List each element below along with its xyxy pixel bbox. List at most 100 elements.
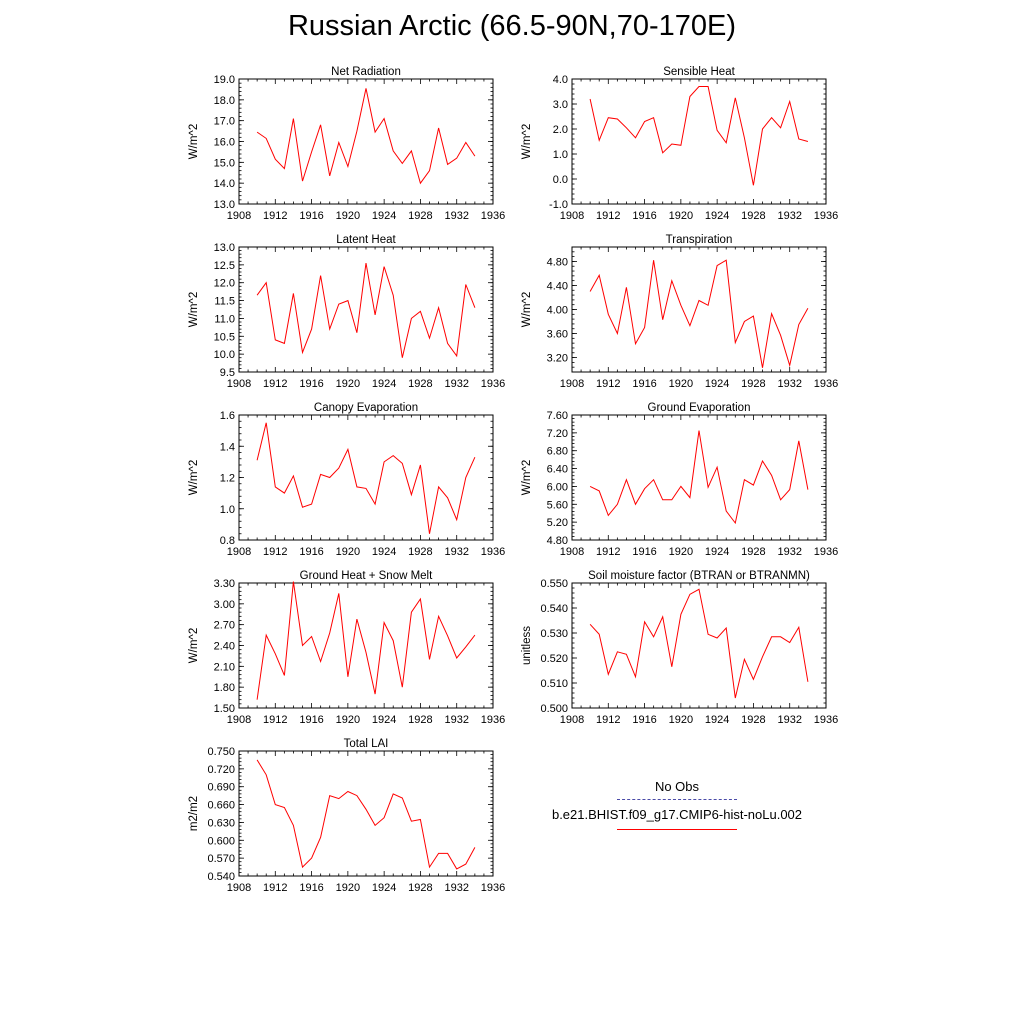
y-tick-label: 2.40 <box>214 641 235 653</box>
x-tick-label: 1908 <box>560 546 584 558</box>
y-tick-label: 1.50 <box>214 703 235 715</box>
series-line <box>256 759 476 870</box>
y-tick-label: 6.00 <box>547 481 568 493</box>
x-tick-label: 1936 <box>481 210 505 222</box>
plot-frame <box>238 750 494 877</box>
x-tick-label: 1936 <box>481 882 505 894</box>
x-tick-label: 1908 <box>227 546 251 558</box>
y-tick-label: 19.0 <box>214 74 235 86</box>
x-tick-label: 1928 <box>408 378 432 390</box>
x-tick-label: 1916 <box>299 546 323 558</box>
x-tick-label: 1928 <box>741 378 765 390</box>
y-tick-label: 16.0 <box>214 137 235 149</box>
x-tick-label: 1916 <box>632 714 656 726</box>
y-tick-label: 2.0 <box>553 124 568 136</box>
x-tick-label: 1936 <box>481 714 505 726</box>
y-tick-label: 13.0 <box>214 199 235 211</box>
y-tick-label: 0.720 <box>207 764 235 776</box>
x-tick-label: 1920 <box>336 546 360 558</box>
y-tick-label: 13.0 <box>214 242 235 254</box>
x-tick-label: 1920 <box>336 882 360 894</box>
x-tick-label: 1936 <box>814 378 838 390</box>
y-tick-label: 12.0 <box>214 278 235 290</box>
x-tick-label: 1920 <box>336 714 360 726</box>
x-tick-label: 1908 <box>227 378 251 390</box>
y-tick-label: 9.5 <box>220 367 235 379</box>
y-tick-label: 7.20 <box>547 428 568 440</box>
x-tick-label: 1928 <box>408 546 432 558</box>
y-tick-label: 1.0 <box>553 149 568 161</box>
y-axis-label: W/m^2 <box>188 460 200 495</box>
y-tick-label: 11.0 <box>214 313 235 325</box>
panel-title: Sensible Heat <box>663 66 735 78</box>
x-tick-label: 1936 <box>481 546 505 558</box>
y-tick-label: 0.510 <box>540 678 568 690</box>
panel-6: Ground Evaporation W/m^2 1908 1912 1916 1920 1… <box>521 402 838 558</box>
x-tick-label: 1912 <box>263 882 287 894</box>
panel-8: Soil moisture factor (BTRAN or BTRANMN) u… <box>521 570 838 726</box>
y-tick-label: 15.0 <box>214 157 235 169</box>
panel-title: Latent Heat <box>336 234 396 246</box>
x-tick-label: 1928 <box>408 882 432 894</box>
figure-title: Russian Arctic (66.5-90N,70-170E) <box>287 10 737 42</box>
panel-title: Net Radiation <box>331 66 401 78</box>
x-tick-label: 1920 <box>669 714 693 726</box>
y-axis-label: W/m^2 <box>521 460 533 495</box>
x-tick-label: 1932 <box>777 714 801 726</box>
x-tick-label: 1912 <box>596 210 620 222</box>
y-tick-label: 3.60 <box>547 329 568 341</box>
x-tick-label: 1924 <box>372 210 396 222</box>
series-line <box>589 430 809 525</box>
x-tick-label: 1932 <box>777 378 801 390</box>
legend-case-label: b.e21.BHIST.f09_g17.CMIP6-hist-noLu.002 <box>551 807 803 822</box>
plot-frame <box>238 414 494 541</box>
x-tick-label: 1928 <box>408 714 432 726</box>
plot-frame <box>571 582 827 709</box>
x-tick-label: 1924 <box>705 714 729 726</box>
panel-title: Total LAI <box>344 738 389 750</box>
x-tick-label: 1936 <box>481 378 505 390</box>
y-tick-label: 0.0 <box>553 174 568 186</box>
x-tick-label: 1920 <box>336 210 360 222</box>
y-tick-label: 5.60 <box>547 499 568 511</box>
x-tick-label: 1912 <box>263 378 287 390</box>
x-tick-label: 1936 <box>814 210 838 222</box>
y-tick-label: 12.5 <box>214 260 235 272</box>
series-line <box>256 88 476 185</box>
x-tick-label: 1912 <box>263 210 287 222</box>
panel-4: Transpiration W/m^2 1908 1912 1916 1920 1924 19… <box>521 234 838 390</box>
y-tick-label: 0.600 <box>207 835 235 847</box>
legend-case-line <box>617 829 737 830</box>
panel-title: Ground Evaporation <box>648 402 751 414</box>
y-axis-label: W/m^2 <box>521 292 533 327</box>
y-tick-label: 0.690 <box>207 782 235 794</box>
y-tick-label: 4.0 <box>553 74 568 86</box>
x-tick-label: 1920 <box>669 546 693 558</box>
x-tick-label: 1928 <box>741 714 765 726</box>
y-axis-label: W/m^2 <box>188 124 200 159</box>
y-tick-label: 0.570 <box>207 853 235 865</box>
y-tick-label: 4.00 <box>547 305 568 317</box>
y-tick-label: 5.20 <box>547 517 568 529</box>
series-line <box>256 581 476 700</box>
y-tick-label: 1.80 <box>214 682 235 694</box>
y-tick-label: 3.00 <box>214 599 235 611</box>
y-tick-label: 6.80 <box>547 446 568 458</box>
y-tick-label: 0.8 <box>220 535 235 547</box>
x-tick-label: 1916 <box>299 882 323 894</box>
plot-frame <box>571 246 827 373</box>
x-tick-label: 1924 <box>705 378 729 390</box>
x-tick-label: 1924 <box>372 882 396 894</box>
x-tick-label: 1916 <box>632 546 656 558</box>
y-tick-label: 1.2 <box>220 473 235 485</box>
x-tick-label: 1936 <box>814 714 838 726</box>
y-tick-label: 11.5 <box>214 296 235 308</box>
y-tick-label: 7.60 <box>547 410 568 422</box>
y-tick-label: 1.0 <box>220 504 235 516</box>
plot-frame <box>238 582 494 709</box>
y-axis-label: m2/m2 <box>188 796 200 831</box>
plot-frame <box>238 78 494 205</box>
x-tick-label: 1908 <box>227 882 251 894</box>
series-line <box>589 588 809 699</box>
